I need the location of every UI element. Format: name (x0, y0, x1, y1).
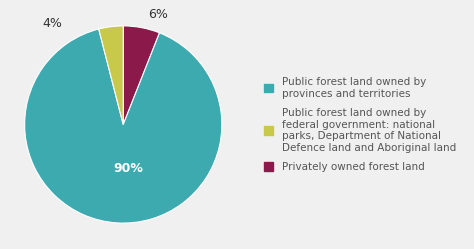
Text: 6%: 6% (148, 7, 168, 21)
Text: 90%: 90% (113, 162, 143, 175)
Wedge shape (123, 26, 160, 124)
Wedge shape (99, 26, 123, 124)
Wedge shape (25, 29, 222, 223)
Legend: Public forest land owned by
provinces and territories, Public forest land owned : Public forest land owned by provinces an… (264, 77, 456, 172)
Text: 4%: 4% (42, 17, 62, 30)
